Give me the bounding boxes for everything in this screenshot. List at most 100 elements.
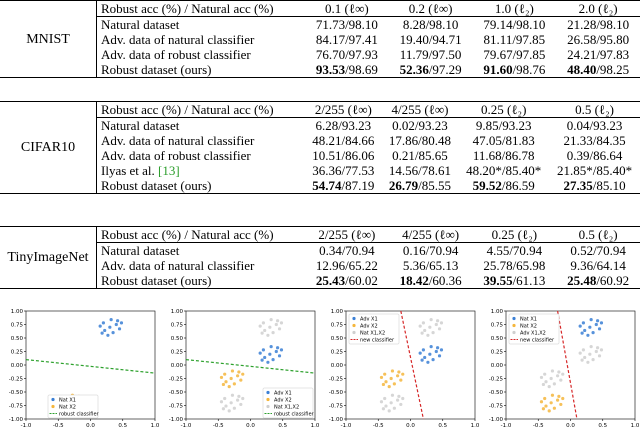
cell: 19.40/94.71: [399, 32, 462, 47]
point: [580, 358, 584, 362]
y-tick-label: -0.25: [489, 377, 504, 383]
header-cell: 0.25 (ℓ₂): [472, 226, 557, 243]
point: [588, 352, 592, 356]
cell: 79.67/97.85: [483, 47, 546, 62]
point: [117, 327, 122, 331]
value-rest: /85.10: [592, 178, 626, 193]
point: [556, 398, 560, 402]
point: [435, 346, 440, 350]
x-tick-label: 0.5: [598, 423, 607, 429]
point: [268, 352, 272, 356]
legend-label: robust classifier: [274, 411, 315, 417]
y-tick-label: 0.00: [11, 363, 24, 369]
point: [401, 396, 405, 401]
value-rest: /98.76: [512, 62, 546, 77]
point: [230, 393, 235, 397]
y-tick-label: -1.00: [9, 417, 24, 423]
cell: 5.36/65.13: [402, 258, 459, 273]
legend-label: Adv X2: [360, 323, 378, 329]
legend-label: Nat X1,X2: [274, 404, 299, 410]
cell: 18.42/60.36: [389, 273, 473, 289]
table-row: Ilyas et al. [13] 36.36/77.53 14.56/78.61 4…: [0, 163, 640, 178]
cell: Adv. data of natural classifier: [101, 133, 255, 148]
point: [221, 382, 226, 387]
point: [115, 319, 120, 323]
cell: 79.14/98.10: [483, 17, 546, 32]
table-row: Natural dataset 71.73/98.10 8.28/98.10 79.1…: [0, 17, 640, 33]
cell: 9.36/64.14: [570, 258, 626, 273]
point: [399, 378, 403, 382]
header-cell: 2/255 (ℓ∞): [305, 226, 389, 243]
cell: 11.79/97.50: [399, 47, 462, 62]
cell: 0.02/93.23: [392, 118, 448, 133]
point: [552, 406, 556, 410]
y-tick-label: 1.00: [11, 309, 24, 315]
cell: 59.52/86.59: [458, 178, 549, 194]
point: [559, 378, 563, 382]
table: CIFAR10 Robust acc (%) / Natural acc (%) 2…: [0, 101, 640, 194]
point: [383, 396, 387, 401]
table-row: Natural dataset 6.28/93.23 0.02/93.23 9.85/…: [0, 118, 640, 134]
cell: Adv. data of natural classifier: [101, 32, 255, 47]
point: [390, 393, 395, 397]
cell: 0.52/70.94: [570, 243, 626, 258]
point: [588, 325, 592, 329]
point: [580, 331, 584, 335]
point: [552, 382, 556, 386]
cell: Robust dataset (ours): [101, 178, 212, 193]
y-tick-label: -0.50: [9, 390, 24, 396]
x-tick-label: -1.0: [21, 423, 32, 429]
point: [597, 354, 602, 358]
y-tick-label: -0.75: [9, 404, 24, 410]
legend-marker: [512, 330, 516, 335]
point: [261, 321, 265, 325]
legend-label: Adv X2: [274, 397, 292, 403]
cell: Natural dataset: [101, 243, 180, 258]
x-tick-label: 0.5: [278, 423, 287, 429]
point: [271, 358, 275, 362]
point: [279, 321, 284, 325]
legend-label: Nat X1: [520, 316, 537, 322]
cell: 25.43/60.02: [305, 273, 389, 289]
header-cell: 2/255 (ℓ∞): [305, 101, 382, 118]
point: [260, 358, 264, 362]
header-cell: 1.0 (ℓ₂): [472, 0, 557, 17]
cell: 21.33/84.35: [563, 133, 626, 148]
cell: 0.04/93.23: [566, 118, 623, 133]
point: [420, 331, 424, 335]
point: [557, 370, 561, 374]
bold-value: 52.36: [399, 62, 429, 77]
x-tick-label: 1.0: [471, 423, 480, 429]
cell: Robust dataset (ours): [101, 62, 212, 77]
point: [594, 349, 598, 354]
cell: 25.48/60.92: [556, 273, 640, 289]
value-rest: /60.02: [345, 273, 378, 288]
cell: 91.60/98.76: [473, 62, 557, 78]
legend-label: Adv X1,X2: [520, 330, 546, 336]
point: [103, 328, 107, 333]
cell: 8.28/98.10: [402, 17, 459, 32]
bold-value: 25.43: [315, 273, 346, 288]
point: [423, 328, 427, 333]
bold-value: 25.48: [567, 273, 597, 288]
point: [437, 327, 442, 331]
value-rest: /97.29: [428, 62, 462, 77]
cell: 0.21/85.65: [392, 148, 448, 163]
x-tick-label: -1.0: [501, 423, 512, 429]
point: [387, 385, 391, 389]
cell: 17.86/80.48: [388, 133, 452, 148]
point: [271, 331, 275, 335]
dataset-name: CIFAR10: [0, 101, 97, 194]
legend-label: new classifier: [520, 337, 555, 343]
value-rest: /85.55: [418, 178, 452, 193]
point: [429, 345, 433, 349]
point: [435, 319, 440, 323]
legend-label: Nat X2: [520, 323, 537, 329]
point: [236, 398, 240, 402]
point: [266, 360, 270, 364]
point: [227, 409, 231, 413]
point: [384, 380, 388, 384]
x-tick-label: 0.0: [406, 423, 415, 429]
y-tick-label: -0.75: [169, 404, 184, 410]
